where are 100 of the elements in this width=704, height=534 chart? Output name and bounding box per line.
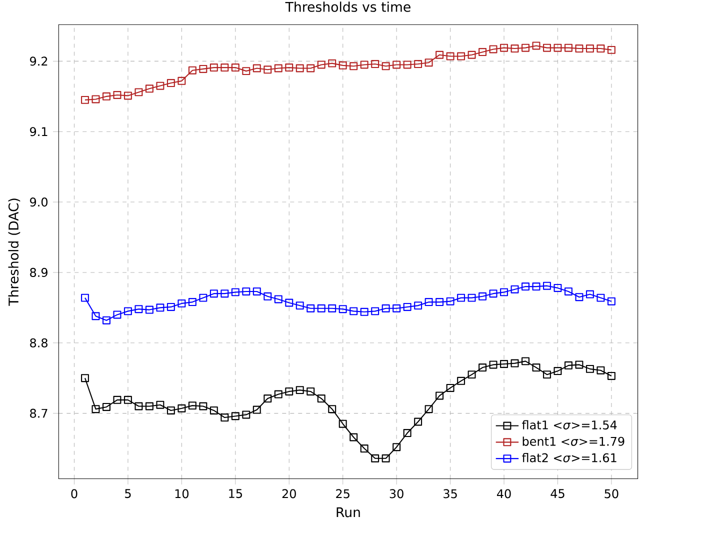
point (532, 282, 540, 291)
point (457, 52, 466, 60)
point (478, 48, 487, 56)
point (532, 364, 540, 372)
point (596, 294, 605, 302)
point (586, 290, 594, 298)
y-tick-label: 8.7 (30, 408, 48, 418)
point (542, 370, 551, 379)
point (81, 96, 89, 104)
point (446, 297, 454, 306)
point (596, 44, 605, 53)
point (554, 44, 562, 52)
point (457, 294, 466, 302)
point (607, 297, 616, 306)
point (317, 60, 326, 69)
point (392, 443, 401, 452)
point (403, 429, 412, 438)
point (328, 405, 336, 414)
point (188, 66, 196, 75)
point (414, 302, 422, 310)
point (285, 388, 294, 396)
point (210, 290, 218, 298)
point (124, 307, 132, 316)
point (81, 374, 89, 382)
point (436, 51, 444, 60)
point (532, 42, 540, 50)
chart-title: Thresholds vs time (285, 2, 410, 12)
point (102, 92, 110, 101)
point (371, 60, 380, 68)
point (424, 298, 433, 306)
point (403, 60, 412, 69)
point (436, 298, 444, 306)
point (285, 64, 294, 72)
point (328, 304, 336, 313)
point (317, 304, 326, 313)
point (156, 82, 164, 90)
point (382, 304, 390, 313)
point (371, 307, 380, 316)
point (510, 44, 519, 53)
x-tick-label: 15 (229, 489, 242, 498)
point (392, 60, 401, 69)
x-tick-label: 30 (390, 489, 404, 498)
point (468, 51, 476, 60)
legend-label: bent1 <σ>=1.79 (522, 436, 624, 446)
point (166, 406, 175, 415)
point (178, 300, 186, 308)
point (607, 46, 616, 54)
point (264, 66, 272, 74)
point (306, 304, 315, 313)
point (489, 290, 498, 298)
point (220, 290, 229, 298)
point (81, 294, 89, 302)
x-tick-label: 25 (336, 489, 350, 498)
point (113, 91, 122, 100)
point (607, 372, 616, 380)
point (102, 316, 110, 324)
point (166, 303, 175, 312)
point (285, 298, 294, 307)
point (220, 414, 229, 422)
x-tick-label: 5 (125, 489, 131, 498)
point (478, 292, 487, 301)
x-tick-label: 45 (550, 489, 564, 498)
point (575, 360, 584, 369)
point (596, 366, 605, 374)
point (500, 288, 508, 296)
point (134, 402, 143, 410)
point (414, 418, 422, 426)
point (264, 394, 272, 403)
point (242, 288, 250, 296)
point (424, 58, 433, 67)
point (145, 306, 154, 314)
y-tick-label: 9.2 (30, 56, 48, 66)
x-tick-label: 50 (604, 489, 618, 498)
x-tick-label: 20 (282, 489, 296, 498)
y-tick-label: 8.8 (30, 338, 48, 348)
point (564, 44, 572, 52)
point (403, 303, 412, 312)
point (478, 364, 487, 372)
point (489, 360, 498, 369)
point (554, 284, 562, 292)
y-tick-label: 8.9 (30, 268, 48, 278)
point (350, 62, 358, 70)
point (489, 45, 498, 54)
point (188, 298, 196, 306)
point (156, 304, 164, 312)
point (338, 420, 347, 428)
point (134, 305, 143, 314)
point (350, 433, 358, 442)
y-axis-title: Threshold (DAC) (8, 198, 20, 306)
point (382, 454, 390, 463)
point (500, 44, 508, 52)
point (92, 95, 100, 104)
point (296, 64, 304, 72)
point (350, 307, 358, 316)
point (199, 402, 208, 410)
point (124, 396, 132, 404)
point (564, 362, 572, 370)
point (166, 79, 175, 88)
legend-label: flat2 <σ>=1.61 (522, 453, 616, 462)
x-axis-title: Run (336, 508, 360, 518)
